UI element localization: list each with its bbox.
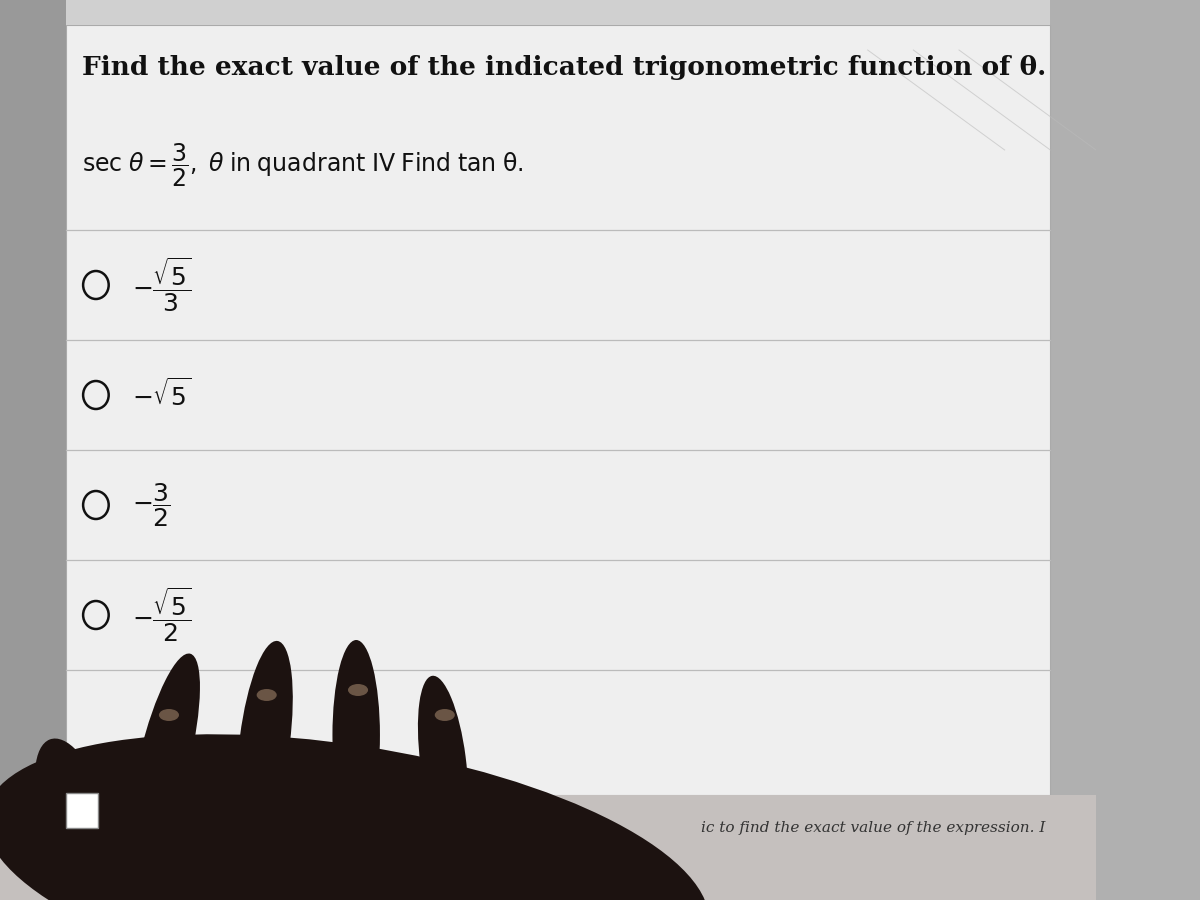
Ellipse shape bbox=[418, 676, 468, 844]
Ellipse shape bbox=[0, 734, 709, 900]
Bar bbox=[0, 0, 66, 900]
Bar bbox=[66, 793, 97, 828]
Ellipse shape bbox=[434, 709, 455, 721]
Ellipse shape bbox=[158, 709, 179, 721]
Bar bbox=[66, 25, 1050, 795]
Text: Find the exact value of the indicated trigonometric function of θ.: Find the exact value of the indicated tr… bbox=[82, 55, 1046, 80]
Ellipse shape bbox=[236, 641, 293, 839]
Text: $\mathrm{sec}\;\theta = \dfrac{3}{2},\;\theta\;\mathrm{in\;quadrant\;IV\;Find\;t: $\mathrm{sec}\;\theta = \dfrac{3}{2},\;\… bbox=[82, 141, 524, 189]
Text: $-\dfrac{3}{2}$: $-\dfrac{3}{2}$ bbox=[132, 482, 172, 529]
Ellipse shape bbox=[128, 653, 200, 867]
Text: ic to find the exact value of the expression. I: ic to find the exact value of the expres… bbox=[701, 821, 1045, 835]
Bar bbox=[0, 795, 1096, 900]
Ellipse shape bbox=[257, 689, 277, 701]
Bar bbox=[66, 0, 1050, 25]
Ellipse shape bbox=[348, 684, 368, 696]
Ellipse shape bbox=[35, 739, 112, 881]
Text: $-\dfrac{\sqrt{5}}{3}$: $-\dfrac{\sqrt{5}}{3}$ bbox=[132, 256, 192, 314]
Text: $-\dfrac{\sqrt{5}}{2}$: $-\dfrac{\sqrt{5}}{2}$ bbox=[132, 586, 192, 644]
Text: $-\sqrt{5}$: $-\sqrt{5}$ bbox=[132, 379, 192, 411]
Ellipse shape bbox=[332, 640, 380, 830]
